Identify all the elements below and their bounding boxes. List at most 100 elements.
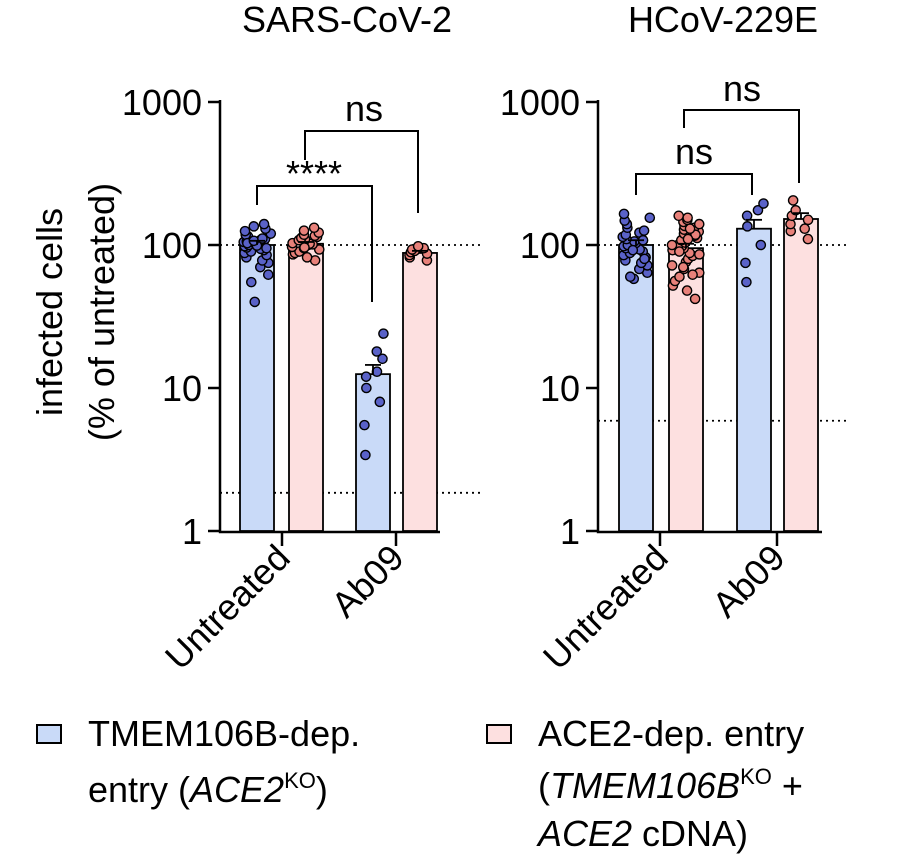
significance-bracket	[683, 109, 800, 183]
y-tick-label: 1000	[122, 82, 202, 123]
legend-text: +	[771, 765, 803, 806]
legend-swatch-ace2	[486, 724, 512, 744]
significance-brackets: **** ns	[256, 88, 419, 302]
y-tick-label: 1	[182, 511, 202, 552]
panel2-title: HCoV-229E	[628, 0, 818, 40]
panel1-title: SARS-CoV-2	[242, 0, 452, 40]
significance-bracket	[635, 173, 753, 195]
legend-text: entry (	[88, 769, 191, 810]
bar	[239, 244, 275, 532]
bar-group	[618, 218, 819, 532]
data-point	[682, 212, 693, 224]
y-tick-label: 100	[142, 225, 202, 266]
data-point	[741, 276, 752, 288]
significance-bracket	[256, 185, 373, 302]
error-bar-group	[249, 239, 428, 375]
legend-text: (	[538, 765, 550, 806]
legend-label-ace2-line2: (TMEM106BKO +	[538, 764, 803, 813]
legend-text: cDNA)	[632, 813, 749, 854]
data-point	[625, 271, 636, 283]
x-tick-label: Ab09	[704, 537, 792, 625]
significance-label: ns	[345, 88, 383, 129]
bar	[402, 252, 438, 532]
legend-sup: KO	[284, 768, 316, 793]
legend-swatch-tmem106b	[36, 724, 62, 744]
data-point	[261, 242, 272, 254]
data-point	[378, 328, 389, 339]
figure: infected cells (% of untreated) SARS-CoV…	[29, 0, 848, 677]
data-point	[374, 396, 386, 408]
data-point	[682, 233, 694, 245]
data-point	[618, 208, 630, 220]
legend-text: )	[315, 769, 328, 810]
bar	[783, 218, 819, 532]
data-point	[681, 285, 693, 296]
data-point	[755, 239, 767, 251]
legend-gene: ACE2	[190, 769, 285, 810]
data-point	[639, 253, 650, 265]
data-point	[638, 225, 650, 236]
legend-label-ace2-line3: ACE2 cDNA)	[538, 812, 748, 856]
bar	[288, 242, 324, 532]
bar	[736, 227, 772, 532]
data-point	[666, 239, 678, 251]
legend-label-tmem106b-line1: TMEM106B-dep.	[88, 713, 361, 754]
panel-hcov-229e: 1000 100 10 1 Untreated Ab09 ns ns	[500, 68, 848, 677]
x-tick-label: Untreated	[157, 537, 298, 678]
data-point	[262, 269, 274, 280]
bar-group	[239, 242, 438, 532]
y-tick-label: 1	[560, 511, 580, 552]
y-tick-label: 1000	[500, 82, 580, 123]
data-point	[412, 240, 424, 252]
data-point	[239, 225, 251, 237]
significance-label: ns	[723, 68, 761, 109]
data-point	[246, 276, 257, 288]
legend-gene: TMEM106B	[550, 765, 741, 806]
dot-group	[238, 218, 433, 461]
bar	[618, 244, 654, 532]
data-point	[359, 419, 370, 431]
data-point	[644, 212, 656, 224]
data-point	[677, 261, 689, 273]
legend-sup: KO	[740, 764, 772, 789]
x-ticks: Untreated Ab09	[535, 532, 793, 677]
significance-bracket	[304, 130, 419, 213]
data-point	[689, 293, 701, 305]
data-point	[299, 242, 310, 253]
data-point	[742, 221, 753, 232]
data-point	[802, 233, 814, 245]
y-tick-label: 100	[520, 225, 580, 266]
data-point	[799, 223, 811, 235]
x-tick-label: Ab09	[323, 537, 411, 625]
x-tick-label: Untreated	[535, 537, 676, 678]
data-point	[674, 271, 685, 283]
y-tick-label: 10	[162, 368, 202, 409]
legend-label-tmem106b-line2: entry (ACE2KO)	[88, 768, 328, 817]
data-point	[377, 353, 388, 365]
legend-gene: ACE2	[538, 813, 633, 854]
x-ticks: Untreated Ab09	[157, 532, 412, 677]
significance-label: ns	[675, 131, 713, 172]
dot-group	[617, 195, 814, 305]
data-point	[361, 382, 372, 394]
y-ticks: 1000 100 10 1	[500, 82, 598, 552]
data-point	[308, 222, 320, 234]
data-point	[802, 214, 814, 226]
data-point	[758, 198, 769, 209]
data-point	[674, 246, 685, 257]
data-point	[693, 218, 705, 230]
data-point	[249, 296, 261, 308]
data-point	[371, 346, 383, 357]
legend-label-ace2-line1: ACE2-dep. entry	[538, 713, 805, 754]
data-point	[684, 223, 696, 235]
error-bar-group	[628, 212, 809, 249]
data-point	[360, 371, 372, 382]
data-point	[787, 195, 799, 206]
data-point	[687, 269, 698, 280]
data-point	[752, 204, 764, 216]
data-point	[740, 257, 751, 269]
data-point	[627, 244, 639, 256]
significance-brackets: ns ns	[635, 68, 800, 195]
y-tick-label: 10	[540, 368, 580, 409]
data-point	[257, 233, 268, 244]
